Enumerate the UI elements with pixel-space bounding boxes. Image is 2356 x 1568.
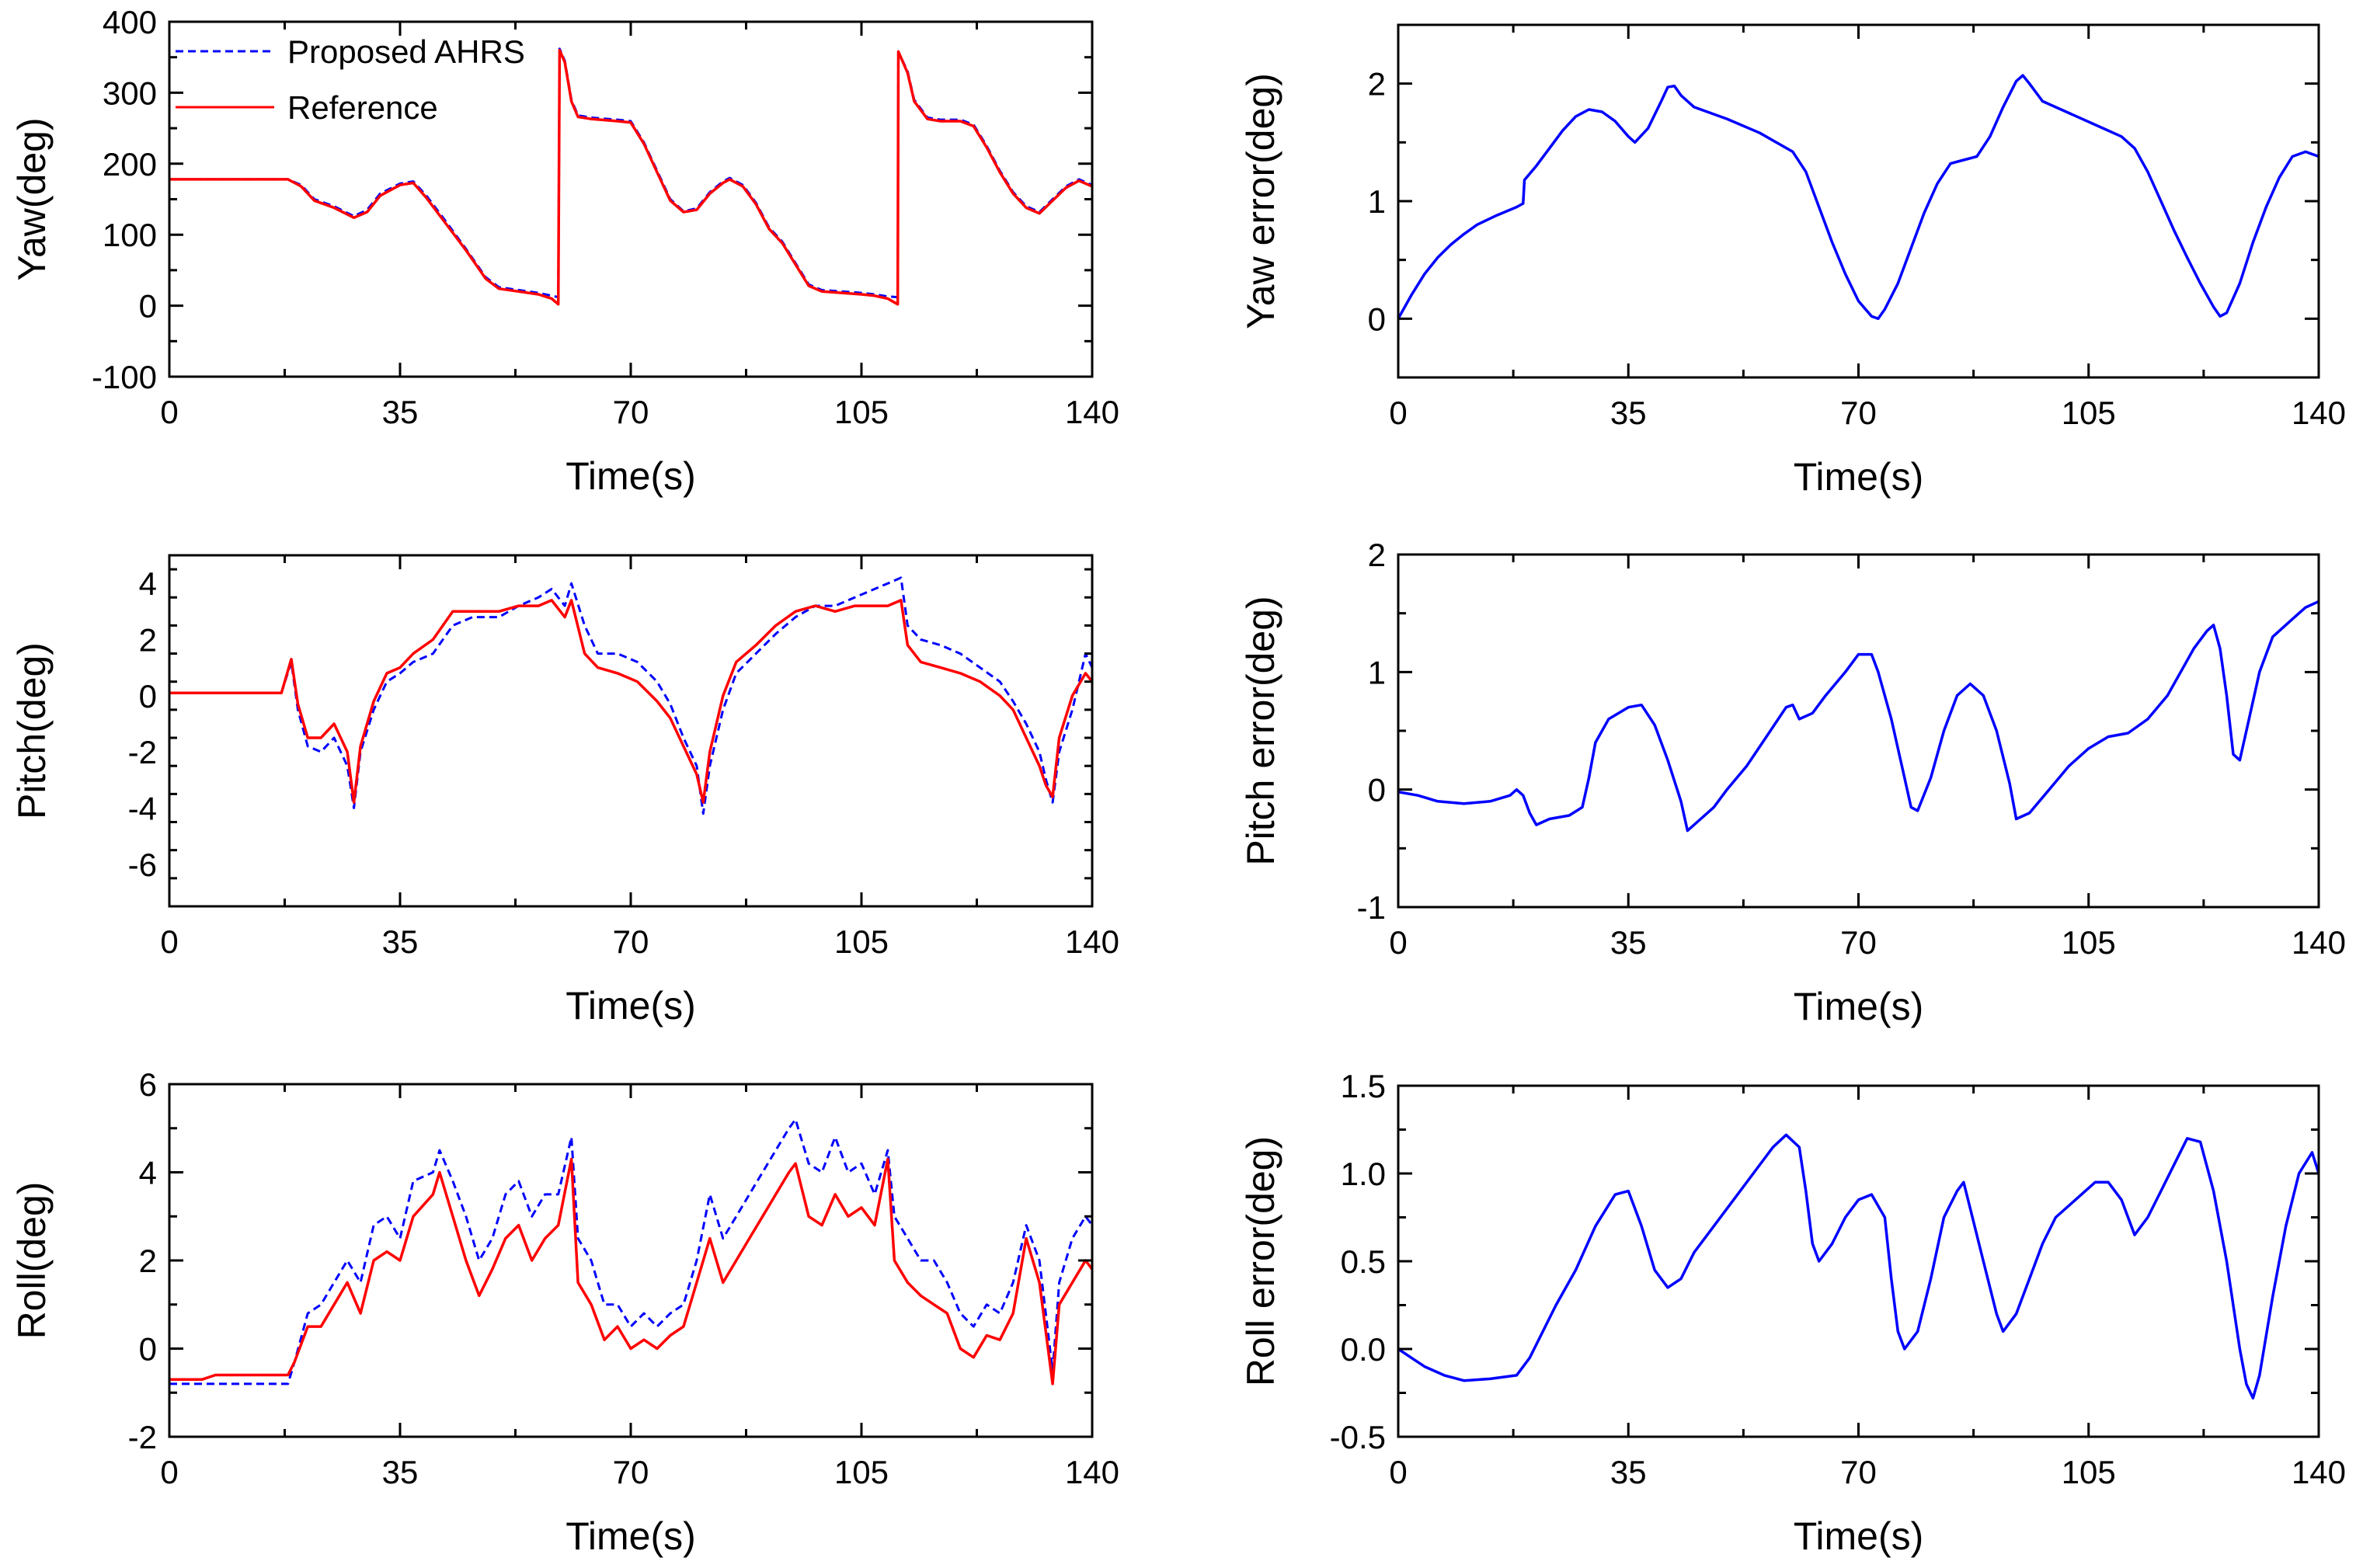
roll-y-tick-label: 2: [139, 1243, 157, 1279]
pitch-series-reference: [169, 599, 1092, 804]
yaw-x-axis-title: Time(s): [566, 454, 696, 498]
yaw-x-tick-label: 35: [382, 394, 419, 430]
pitch-error-plot-frame: [1397, 553, 2320, 909]
pitch-error-x-tick-label: 0: [1389, 924, 1407, 961]
roll-x-tick-label: 0: [160, 1454, 178, 1490]
pitch-error-x-tick-label: 35: [1610, 924, 1647, 961]
roll-error-x-tick-label: 70: [1840, 1454, 1877, 1490]
roll-y-tick-label: 6: [139, 1066, 157, 1103]
pitch-error-series-pitch-error: [1398, 600, 2319, 833]
yaw-error-x-tick-label: 140: [2292, 395, 2346, 431]
pitch-x-axis-title: Time(s): [566, 984, 696, 1027]
yaw-error-x-tick-label: 105: [2062, 395, 2116, 431]
pitch-error-y-tick-label: 2: [1368, 537, 1386, 573]
roll-error-x-axis-title: Time(s): [1794, 1514, 1924, 1558]
roll-x-tick-label: 105: [834, 1454, 889, 1490]
roll-error-y-tick-label: 1.0: [1341, 1156, 1386, 1192]
pitch-panel: 0 35 70 105 140 -6 -4 -2 0 2 4 Time(s) Pitch(deg): [10, 554, 1119, 1027]
roll-error-y-axis-title: Roll error(deg): [1239, 1136, 1282, 1386]
pitch-error-x-axis-title: Time(s): [1794, 985, 1924, 1028]
roll-x-tick-label: 140: [1065, 1454, 1119, 1490]
pitch-x-tick-label: 70: [613, 923, 649, 960]
roll-y-tick-label: 0: [139, 1331, 157, 1368]
yaw-error-x-tick-label: 35: [1610, 395, 1647, 431]
yaw-x-tick-label: 105: [834, 394, 889, 430]
roll-plot-frame: [168, 1083, 1094, 1438]
pitch-y-tick-label: -4: [128, 790, 157, 826]
yaw-panel: 0 35 70 105 140-1000100200300400Time(s)Yaw(d…: [10, 4, 1119, 498]
yaw-error-y-tick-label: 1: [1368, 183, 1386, 220]
yaw-plot-frame: [168, 20, 1094, 378]
roll-error-y-tick-label: 0.0: [1341, 1331, 1386, 1368]
roll-y-axis-title: Roll(deg): [10, 1182, 54, 1340]
yaw-y-axis-title: Yaw(deg): [10, 117, 54, 280]
yaw-series-proposed-ahrs: [169, 47, 1092, 299]
roll-error-panel: 0 35 70 105 140 -0.5 0.0 0.5 1.0 1.5 Time(s) Roll e…: [1239, 1068, 2346, 1558]
yaw-error-y-axis-title: Yaw error(deg): [1239, 73, 1282, 329]
legend-label-proposed-ahrs: Proposed AHRS: [287, 33, 525, 70]
pitch-error-y-tick-label: 0: [1368, 772, 1386, 808]
yaw-error-panel: 0 35 70 105 140 0 1 2 Time(s) Yaw error(deg): [1239, 23, 2346, 499]
yaw-legend: Proposed AHRS Reference: [176, 33, 525, 126]
roll-error-plot-frame: [1397, 1084, 2320, 1438]
roll-y-tick-label: 4: [139, 1155, 157, 1191]
yaw-y-tick-label: -100: [92, 359, 157, 395]
pitch-y-tick-label: -2: [128, 734, 157, 770]
pitch-y-tick-label: 4: [139, 565, 157, 602]
roll-x-tick-label: 35: [382, 1454, 419, 1490]
pitch-y-tick-label: 0: [139, 678, 157, 714]
pitch-x-tick-label: 35: [382, 923, 419, 960]
pitch-x-tick-label: 105: [834, 923, 889, 960]
roll-error-x-tick-label: 105: [2062, 1454, 2116, 1490]
roll-error-y-tick-label: 1.5: [1341, 1068, 1386, 1104]
pitch-y-tick-label: 2: [139, 621, 157, 658]
roll-x-axis-title: Time(s): [566, 1514, 696, 1558]
pitch-x-tick-label: 0: [160, 923, 178, 960]
legend-label-reference: Reference: [287, 89, 438, 126]
yaw-y-tick-label: 300: [103, 75, 157, 111]
yaw-error-y-tick-label: 2: [1368, 66, 1386, 103]
yaw-y-tick-label: 100: [103, 217, 157, 253]
yaw-error-x-tick-label: 70: [1840, 395, 1877, 431]
pitch-error-x-tick-label: 105: [2062, 924, 2116, 961]
pitch-x-tick-label: 140: [1065, 923, 1119, 960]
pitch-error-y-tick-label: -1: [1357, 889, 1386, 926]
yaw-series-reference: [169, 48, 1092, 306]
pitch-error-y-tick-label: 1: [1368, 654, 1386, 690]
roll-series-proposed-ahrs: [169, 1118, 1092, 1385]
yaw-error-plot-frame: [1397, 23, 2320, 379]
roll-error-y-tick-label: -0.5: [1330, 1419, 1386, 1455]
yaw-x-tick-label: 140: [1065, 394, 1119, 430]
pitch-y-tick-label: -6: [128, 847, 157, 883]
roll-error-x-tick-label: 140: [2292, 1454, 2346, 1490]
pitch-error-x-tick-label: 140: [2292, 924, 2346, 961]
pitch-series-proposed-ahrs: [169, 576, 1092, 815]
roll-y-tick-label: -2: [128, 1419, 157, 1455]
yaw-y-tick-label: 400: [103, 4, 157, 40]
yaw-error-y-tick-label: 0: [1368, 301, 1386, 337]
roll-error-x-tick-label: 35: [1610, 1454, 1647, 1490]
pitch-error-y-axis-title: Pitch error(deg): [1239, 596, 1282, 865]
yaw-x-tick-label: 70: [613, 394, 649, 430]
yaw-y-tick-label: 200: [103, 146, 157, 183]
roll-error-x-tick-label: 0: [1389, 1454, 1407, 1490]
roll-error-series-roll-error: [1398, 1133, 2319, 1400]
yaw-error-series-yaw-error: [1398, 74, 2319, 321]
pitch-y-axis-title: Pitch(deg): [10, 642, 54, 819]
yaw-x-tick-label: 0: [160, 394, 178, 430]
yaw-error-x-tick-label: 0: [1389, 395, 1407, 431]
pitch-plot-frame: [168, 554, 1094, 908]
yaw-y-tick-label: 0: [139, 288, 157, 325]
roll-series-reference: [169, 1157, 1092, 1385]
pitch-error-x-tick-label: 70: [1840, 924, 1877, 961]
yaw-error-x-axis-title: Time(s): [1794, 455, 1924, 499]
roll-x-tick-label: 70: [613, 1454, 649, 1490]
roll-error-y-tick-label: 0.5: [1341, 1243, 1386, 1280]
